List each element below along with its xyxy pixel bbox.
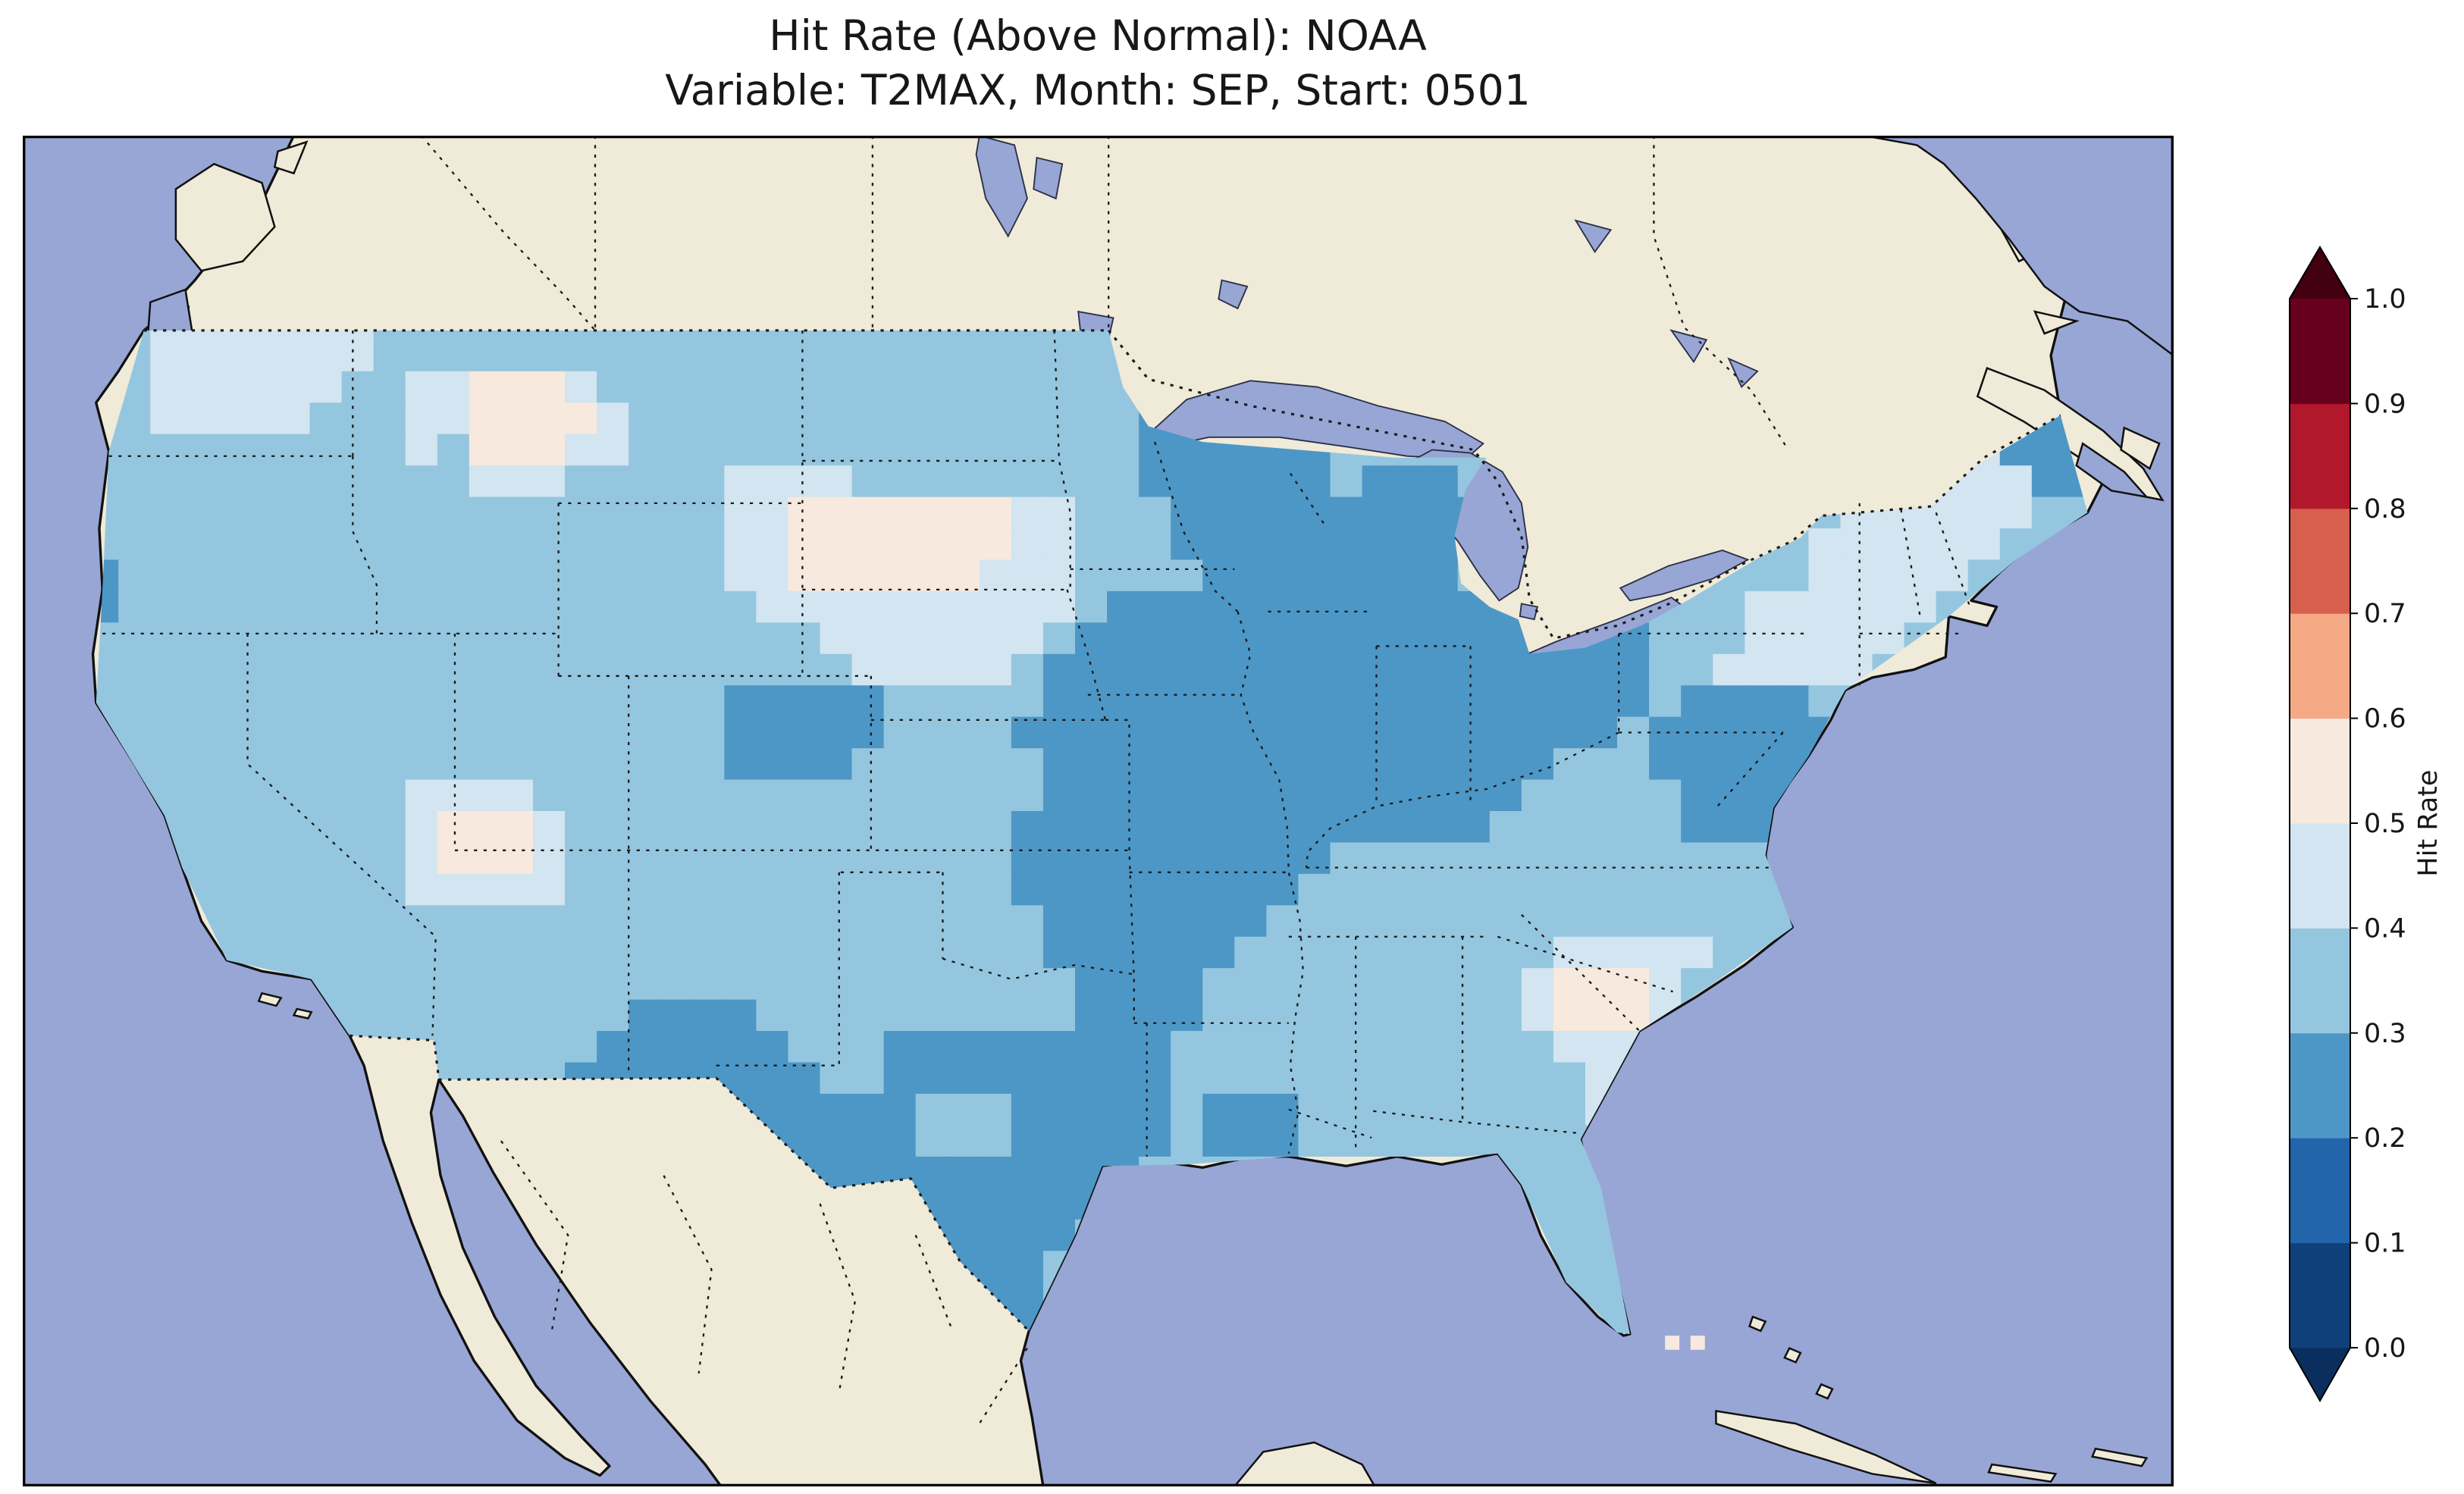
- country-borders: [143, 329, 2061, 1332]
- colorbar-segment: [2290, 823, 2350, 929]
- colorbar-segment: [2290, 1032, 2350, 1139]
- island: [1748, 1315, 1767, 1333]
- island: [1783, 1347, 1802, 1364]
- colorbar-tick-label: 0.1: [2364, 1229, 2406, 1259]
- figure-title: Hit Rate (Above Normal): NOAA Variable: …: [0, 9, 2196, 117]
- colorbar-tick-label: 0.9: [2364, 389, 2406, 419]
- colorbar-segment: [2290, 1242, 2350, 1348]
- island: [1233, 1441, 1376, 1486]
- lake: [1519, 603, 1539, 621]
- lake: [975, 136, 1028, 238]
- lake: [1574, 219, 1613, 254]
- colorbar-segment: [2290, 928, 2350, 1034]
- colorbar-segment: [2290, 299, 2350, 404]
- colorbar-tick-label: 0.6: [2364, 704, 2406, 734]
- data-cell-offshore: [1690, 1336, 1705, 1350]
- lake: [1669, 329, 1708, 364]
- colorbar-segment: [2290, 1138, 2350, 1244]
- figure-title-line2: Variable: T2MAX, Month: SEP, Start: 0501: [665, 65, 1531, 114]
- island: [2091, 1447, 2149, 1467]
- data-cell-offshore: [1665, 1336, 1680, 1350]
- colorbar-tick-label: 1.0: [2364, 284, 2406, 315]
- colorbar-segment: [2290, 403, 2350, 509]
- colorbar-segment: [2290, 718, 2350, 824]
- island: [1815, 1383, 1834, 1400]
- lake: [1147, 380, 1484, 460]
- colorbar-tick-label: 0.4: [2364, 913, 2406, 944]
- island: [273, 140, 309, 175]
- figure-title-line1: Hit Rate (Above Normal): NOAA: [769, 11, 1427, 60]
- colorbar: 0.0 0.1 0.2 0.3 0.4 0.5 0.6 0.7 0.8 0.9 1.0 Hit Rat…: [2281, 243, 2462, 1410]
- island: [174, 162, 276, 272]
- colorbar-tick-label: 0.5: [2364, 809, 2406, 839]
- colorbar-segment: [2290, 508, 2350, 614]
- coastal-water: [2075, 442, 2149, 499]
- island: [1987, 1463, 2058, 1483]
- colorbar-axis-label: Hit Rate: [2413, 769, 2444, 876]
- lake: [1218, 279, 1249, 310]
- coastal-water: [1864, 136, 2174, 357]
- colorbar-tick-label: 0.8: [2364, 494, 2406, 525]
- hit-rate-grid: [96, 330, 2088, 1335]
- state-borders: [102, 136, 1973, 1424]
- colorbar-tick-label: 0.7: [2364, 599, 2406, 629]
- island: [1715, 1410, 1937, 1485]
- colorbar-over-arrow: [2290, 247, 2350, 299]
- island: [257, 991, 283, 1007]
- colorbar-segment: [2290, 613, 2350, 719]
- colorbar-under-arrow: [2290, 1348, 2350, 1401]
- island: [292, 1007, 313, 1019]
- colorbar-tick-label: 0.0: [2364, 1333, 2406, 1364]
- colorbar-tick-label: 0.3: [2364, 1019, 2406, 1049]
- colorbar-canvas: 0.0 0.1 0.2 0.3 0.4 0.5 0.6 0.7 0.8 0.9 1.0 Hit Rat…: [2289, 246, 2444, 1403]
- lake: [1727, 357, 1759, 389]
- axes-frame: [23, 136, 2174, 1486]
- island: [2033, 310, 2080, 335]
- colorbar-tick-label: 0.2: [2364, 1123, 2406, 1154]
- island: [2120, 426, 2161, 471]
- us-hit-rate-map: [23, 136, 2174, 1486]
- lake: [1619, 550, 1750, 602]
- map-canvas: [23, 136, 2174, 1486]
- lake: [1033, 156, 1064, 200]
